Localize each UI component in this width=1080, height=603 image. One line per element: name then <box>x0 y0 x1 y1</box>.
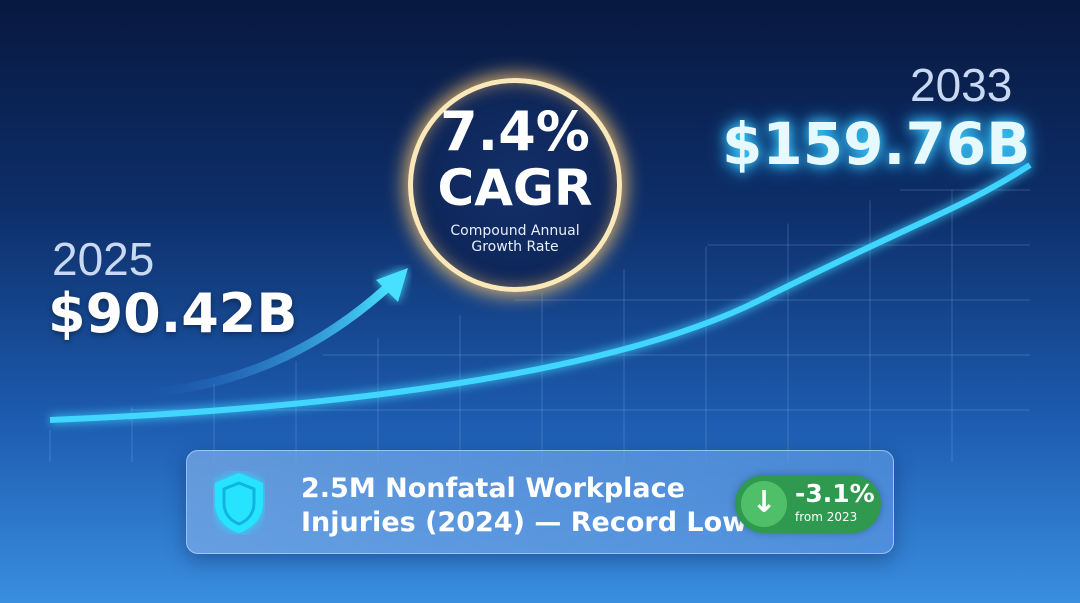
arrow-head-icon <box>376 268 408 302</box>
cagr-badge: 7.4% CAGR Compound Annual Growth Rate <box>408 78 622 292</box>
callout-line-1: 2.5M Nonfatal Workplace <box>301 473 685 504</box>
start-year: 2025 <box>52 233 155 285</box>
arrow-down-icon: ↓ <box>741 481 787 527</box>
cagr-desc-1: Compound Annual <box>450 223 580 239</box>
growth-arrow <box>145 280 395 397</box>
start-value: $90.42B <box>48 282 298 345</box>
change-badge: ↓ -3.1% from 2023 <box>735 475 881 533</box>
cagr-value: 7.4% <box>440 100 590 163</box>
end-year: 2033 <box>910 59 1013 111</box>
cagr-label: CAGR <box>437 159 593 217</box>
injury-callout: 2.5M Nonfatal Workplace Injuries (2024) … <box>186 450 894 554</box>
change-note: from 2023 <box>795 510 858 524</box>
change-value: -3.1% <box>795 479 875 508</box>
growth-curve <box>49 162 1032 423</box>
cagr-desc-2: Growth Rate <box>471 239 559 255</box>
shield-icon <box>215 473 263 533</box>
callout-line-2: Injuries (2024) — Record Low <box>301 507 748 538</box>
end-value: $159.76B <box>722 110 1031 178</box>
